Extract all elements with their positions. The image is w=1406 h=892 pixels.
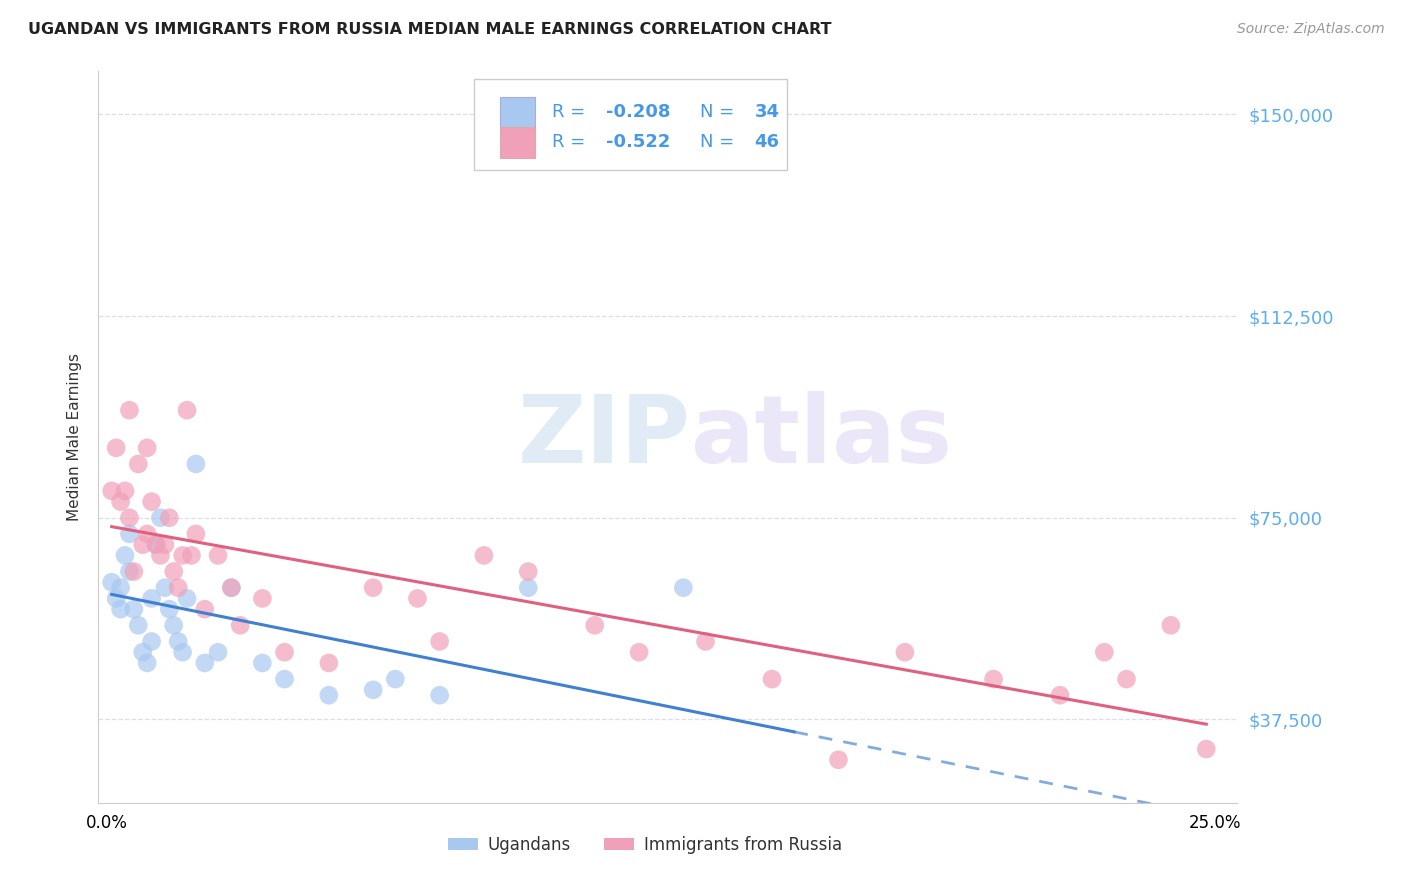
Point (141, 634, 163, 648)
Point (153, 538, 176, 552)
Point (118, 527, 141, 541)
Text: Source: ZipAtlas.com: Source: ZipAtlas.com (1237, 22, 1385, 37)
Point (110, 602, 132, 616)
Point (472, 549, 495, 563)
Point (318, 656, 340, 670)
Point (429, 634, 451, 648)
Point (406, 591, 429, 606)
Point (167, 581, 190, 595)
Point (252, 656, 274, 670)
Point (1160, 618, 1182, 632)
Point (100, 575, 122, 590)
Point (827, 753, 849, 767)
Point (100, 483, 122, 498)
Point (136, 656, 159, 670)
Point (136, 441, 159, 455)
Point (122, 565, 145, 579)
Point (361, 581, 384, 595)
Point (695, 634, 717, 648)
Point (149, 510, 172, 524)
Text: R =: R = (551, 103, 591, 121)
Point (628, 645, 651, 659)
Point (127, 618, 149, 632)
Point (894, 645, 917, 659)
Point (1049, 688, 1071, 702)
Text: 34: 34 (755, 103, 779, 121)
Point (145, 538, 167, 552)
Point (172, 645, 194, 659)
Point (157, 510, 180, 524)
Point (153, 581, 176, 595)
Point (141, 591, 163, 606)
Point (105, 591, 128, 606)
Point (517, 581, 540, 595)
Point (163, 618, 186, 632)
Point (118, 403, 141, 417)
Point (583, 618, 606, 632)
Point (132, 538, 155, 552)
Point (176, 591, 198, 606)
Text: N =: N = (700, 103, 740, 121)
Point (110, 581, 132, 595)
FancyBboxPatch shape (474, 78, 787, 170)
Point (141, 494, 163, 508)
Point (127, 457, 149, 471)
Point (110, 494, 132, 508)
Text: atlas: atlas (690, 391, 952, 483)
Point (672, 581, 695, 595)
Point (122, 602, 145, 616)
Point (384, 672, 406, 686)
Point (221, 581, 243, 595)
Text: N =: N = (700, 133, 740, 152)
Point (118, 565, 141, 579)
Point (172, 549, 194, 563)
Point (517, 565, 540, 579)
Point (207, 645, 229, 659)
Point (1092, 645, 1115, 659)
Point (1115, 672, 1137, 686)
Bar (501, 127, 534, 158)
Point (1195, 742, 1218, 756)
Point (132, 645, 155, 659)
Point (176, 403, 198, 417)
Text: ZIP: ZIP (517, 391, 690, 483)
Point (157, 602, 180, 616)
Y-axis label: Median Male Earnings: Median Male Earnings (67, 353, 83, 521)
Point (429, 688, 451, 702)
Text: 46: 46 (755, 133, 779, 152)
Point (194, 656, 217, 670)
Text: -0.522: -0.522 (606, 133, 671, 152)
Point (229, 618, 252, 632)
Point (180, 549, 202, 563)
Point (318, 688, 340, 702)
Point (273, 645, 295, 659)
Point (194, 602, 217, 616)
Point (114, 483, 136, 498)
Text: UGANDAN VS IMMIGRANTS FROM RUSSIA MEDIAN MALE EARNINGS CORRELATION CHART: UGANDAN VS IMMIGRANTS FROM RUSSIA MEDIAN… (28, 22, 831, 37)
Point (273, 672, 295, 686)
Point (163, 565, 186, 579)
Legend: Ugandans, Immigrants from Russia: Ugandans, Immigrants from Russia (441, 829, 849, 860)
Point (207, 549, 229, 563)
Text: R =: R = (551, 133, 591, 152)
Point (252, 591, 274, 606)
Point (761, 672, 783, 686)
Point (983, 672, 1005, 686)
Bar (501, 97, 534, 128)
Point (136, 527, 159, 541)
Point (184, 527, 207, 541)
Point (361, 682, 384, 697)
Point (221, 581, 243, 595)
Point (105, 441, 128, 455)
Point (114, 549, 136, 563)
Point (149, 549, 172, 563)
Point (118, 510, 141, 524)
Point (184, 457, 207, 471)
Point (145, 538, 167, 552)
Point (167, 634, 190, 648)
Text: -0.208: -0.208 (606, 103, 671, 121)
Point (783, 806, 806, 821)
